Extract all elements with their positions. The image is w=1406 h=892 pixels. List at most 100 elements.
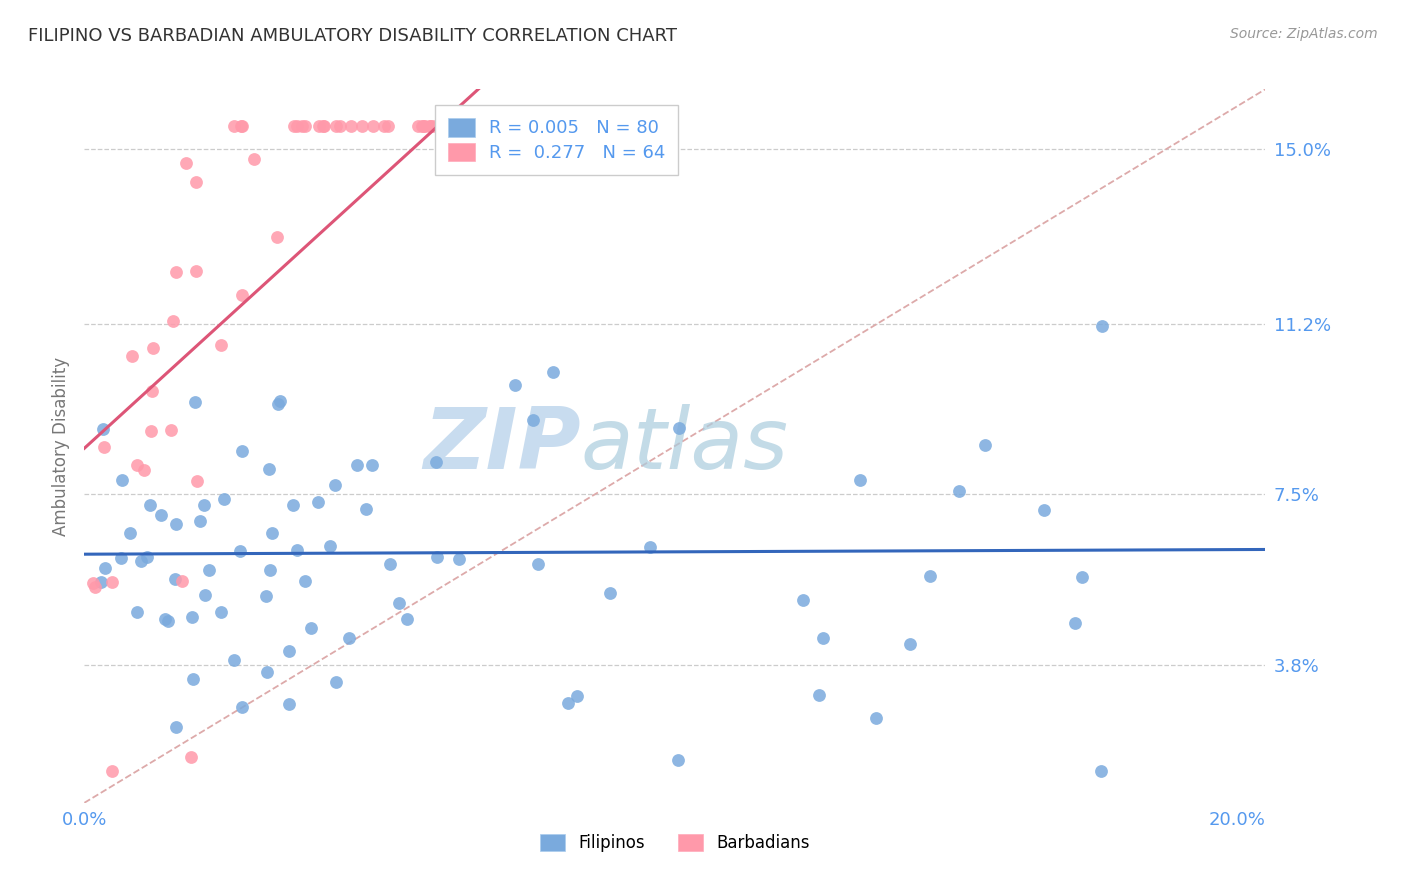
Point: [489, 119, 512, 133]
Point: [125, 458, 148, 472]
Point: [554, 119, 576, 133]
Point: [412, 119, 434, 133]
Point: [254, 589, 277, 603]
Point: [337, 631, 360, 645]
Point: [269, 393, 291, 408]
Point: [406, 119, 429, 133]
Point: [212, 491, 235, 506]
Point: [194, 588, 217, 602]
Point: [156, 614, 179, 628]
Point: [209, 605, 232, 619]
Point: [120, 525, 142, 540]
Point: [920, 569, 942, 583]
Point: [163, 572, 186, 586]
Point: [186, 175, 208, 189]
Point: [1090, 764, 1112, 778]
Point: [181, 609, 204, 624]
Point: [93, 440, 115, 454]
Point: [1091, 319, 1114, 334]
Point: [142, 342, 165, 356]
Point: [898, 637, 921, 651]
Point: [243, 153, 266, 167]
Point: [453, 119, 475, 133]
Point: [193, 498, 215, 512]
Point: [346, 458, 368, 472]
Point: [135, 549, 157, 564]
Point: [257, 462, 280, 476]
Point: [472, 119, 495, 133]
Point: [138, 499, 160, 513]
Point: [110, 550, 132, 565]
Point: [411, 119, 433, 133]
Point: [127, 605, 149, 619]
Point: [231, 119, 253, 133]
Point: [285, 543, 308, 558]
Point: [472, 119, 495, 133]
Legend: Filipinos, Barbadians: Filipinos, Barbadians: [533, 827, 817, 859]
Point: [101, 764, 124, 778]
Point: [281, 498, 304, 512]
Point: [291, 119, 314, 133]
Point: [541, 365, 564, 379]
Point: [948, 483, 970, 498]
Point: [285, 119, 308, 133]
Point: [354, 501, 377, 516]
Point: [425, 455, 447, 469]
Point: [229, 119, 252, 133]
Text: ZIP: ZIP: [423, 404, 581, 488]
Point: [849, 473, 872, 487]
Point: [329, 119, 352, 133]
Point: [380, 557, 402, 571]
Point: [294, 574, 316, 588]
Point: [184, 263, 207, 277]
Point: [377, 119, 399, 133]
Point: [139, 424, 162, 438]
Point: [522, 412, 544, 426]
Point: [974, 438, 997, 452]
Point: [166, 516, 188, 531]
Point: [543, 119, 565, 133]
Point: [520, 119, 543, 133]
Point: [256, 665, 278, 680]
Point: [495, 119, 517, 133]
Point: [180, 749, 202, 764]
Point: [267, 397, 290, 411]
Point: [457, 119, 479, 133]
Point: [259, 563, 281, 577]
Point: [373, 119, 395, 133]
Text: FILIPINO VS BARBADIAN AMBULATORY DISABILITY CORRELATION CHART: FILIPINO VS BARBADIAN AMBULATORY DISABIL…: [28, 27, 678, 45]
Point: [134, 463, 156, 477]
Point: [90, 574, 112, 589]
Point: [231, 443, 253, 458]
Point: [94, 561, 117, 575]
Point: [557, 119, 579, 133]
Point: [325, 674, 347, 689]
Point: [188, 514, 211, 528]
Point: [278, 697, 301, 711]
Point: [224, 119, 246, 133]
Point: [419, 119, 441, 133]
Point: [121, 349, 143, 363]
Point: [197, 563, 219, 577]
Point: [260, 525, 283, 540]
Point: [502, 119, 524, 133]
Point: [319, 539, 342, 553]
Point: [413, 119, 436, 133]
Point: [638, 541, 661, 555]
Point: [312, 119, 335, 133]
Point: [153, 612, 176, 626]
Point: [807, 688, 830, 702]
Point: [82, 576, 104, 591]
Point: [395, 612, 418, 626]
Point: [299, 622, 322, 636]
Point: [165, 720, 187, 734]
Point: [325, 119, 347, 133]
Point: [307, 494, 329, 508]
Point: [340, 119, 363, 133]
Point: [526, 557, 548, 571]
Point: [231, 699, 253, 714]
Point: [222, 653, 245, 667]
Point: [666, 753, 689, 767]
Point: [129, 554, 152, 568]
Point: [565, 689, 588, 703]
